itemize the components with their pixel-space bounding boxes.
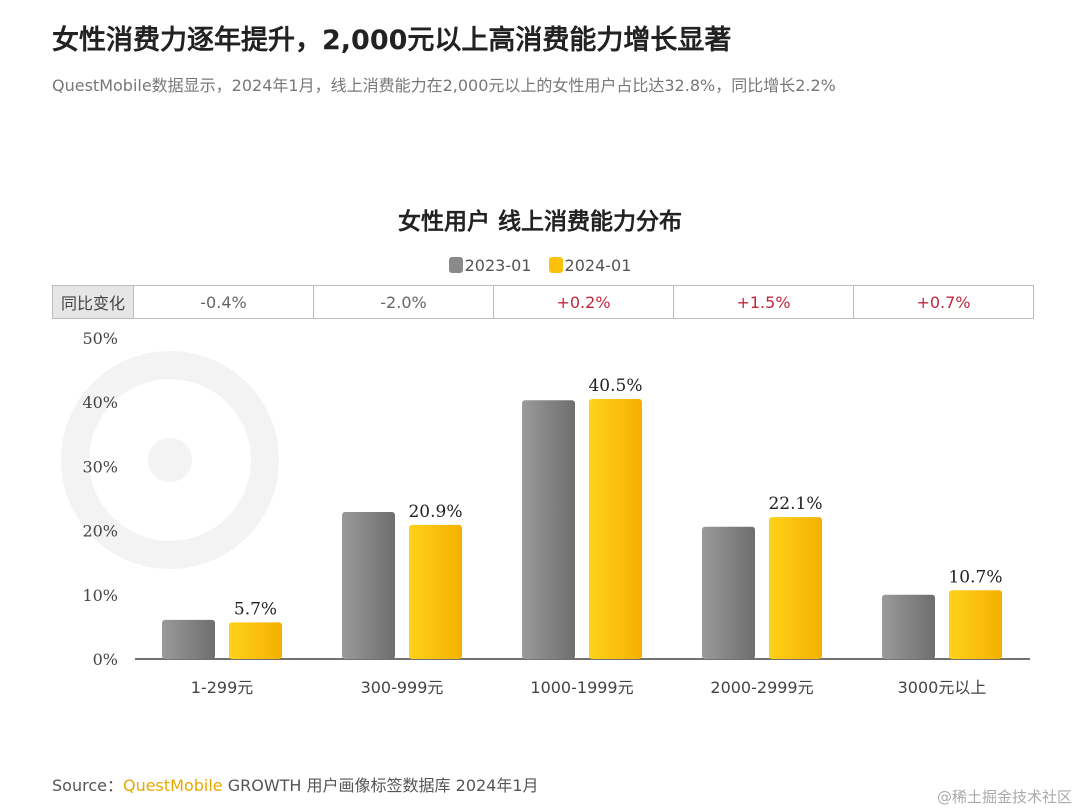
y-tick-label: 50% [82, 329, 118, 348]
bar-2023-01 [882, 594, 935, 659]
source-text: GROWTH 用户画像标签数据库 2024年1月 [222, 776, 539, 795]
page-title: 女性消费力逐年提升，2,000元以上高消费能力增长显著 [52, 25, 732, 56]
x-tick-label: 300-999元 [361, 678, 444, 697]
source-note: Source：QuestMobile GROWTH 用户画像标签数据库 2024… [52, 772, 539, 796]
yoy-cell: -2.0% [313, 285, 494, 319]
data-label: 40.5% [588, 376, 642, 396]
x-tick-label: 3000元以上 [898, 678, 987, 697]
bar-2023-01 [522, 400, 575, 659]
credit-watermark: @稀土掘金技术社区 [936, 788, 1072, 806]
source-label: Source： [52, 776, 123, 795]
bar-2023-01 [702, 526, 755, 659]
bar-2023-01 [162, 619, 215, 659]
watermark-logo-ring [61, 351, 279, 569]
bar-2023-01 [342, 511, 395, 659]
data-label: 20.9% [408, 502, 462, 522]
y-tick-label: 10% [82, 586, 118, 605]
legend: 2023-01 2024-01 [0, 256, 1080, 275]
yoy-header: 同比变化 [52, 285, 134, 319]
bar-2024-01 [589, 398, 642, 659]
data-label: 5.7% [234, 599, 277, 619]
data-label: 10.7% [948, 567, 1002, 587]
legend-swatch [448, 257, 463, 273]
x-tick-label: 2000-2999元 [710, 678, 813, 697]
legend-label: 2023-01 [464, 256, 532, 275]
y-tick-label: 20% [82, 522, 118, 541]
x-tick-label: 1000-1999元 [530, 678, 633, 697]
data-label: 22.1% [768, 494, 822, 514]
yoy-cell: +0.7% [853, 285, 1034, 319]
y-tick-label: 40% [82, 393, 118, 412]
yoy-table: 同比变化 -0.4% -2.0% +0.2% +1.5% +0.7% [52, 285, 1034, 319]
watermark-logo-dot [148, 438, 192, 482]
bar-2024-01 [409, 524, 462, 659]
legend-label: 2024-01 [564, 256, 632, 275]
y-tick-label: 30% [82, 457, 118, 476]
x-tick-label: 1-299元 [191, 678, 254, 697]
yoy-cell: -0.4% [133, 285, 314, 319]
legend-swatch [548, 257, 563, 273]
page-subtitle: QuestMobile数据显示，2024年1月，线上消费能力在2,000元以上的… [52, 76, 836, 95]
chart-title: 女性用户 线上消费能力分布 [397, 209, 682, 235]
source-brand: QuestMobile [122, 776, 223, 795]
bar-2024-01 [949, 590, 1002, 659]
bar-2024-01 [769, 517, 822, 659]
legend-item-2023: 2023-01 [448, 256, 532, 275]
y-tick-label: 0% [93, 650, 118, 669]
legend-item-2024: 2024-01 [548, 256, 632, 275]
bar-2024-01 [229, 622, 282, 659]
